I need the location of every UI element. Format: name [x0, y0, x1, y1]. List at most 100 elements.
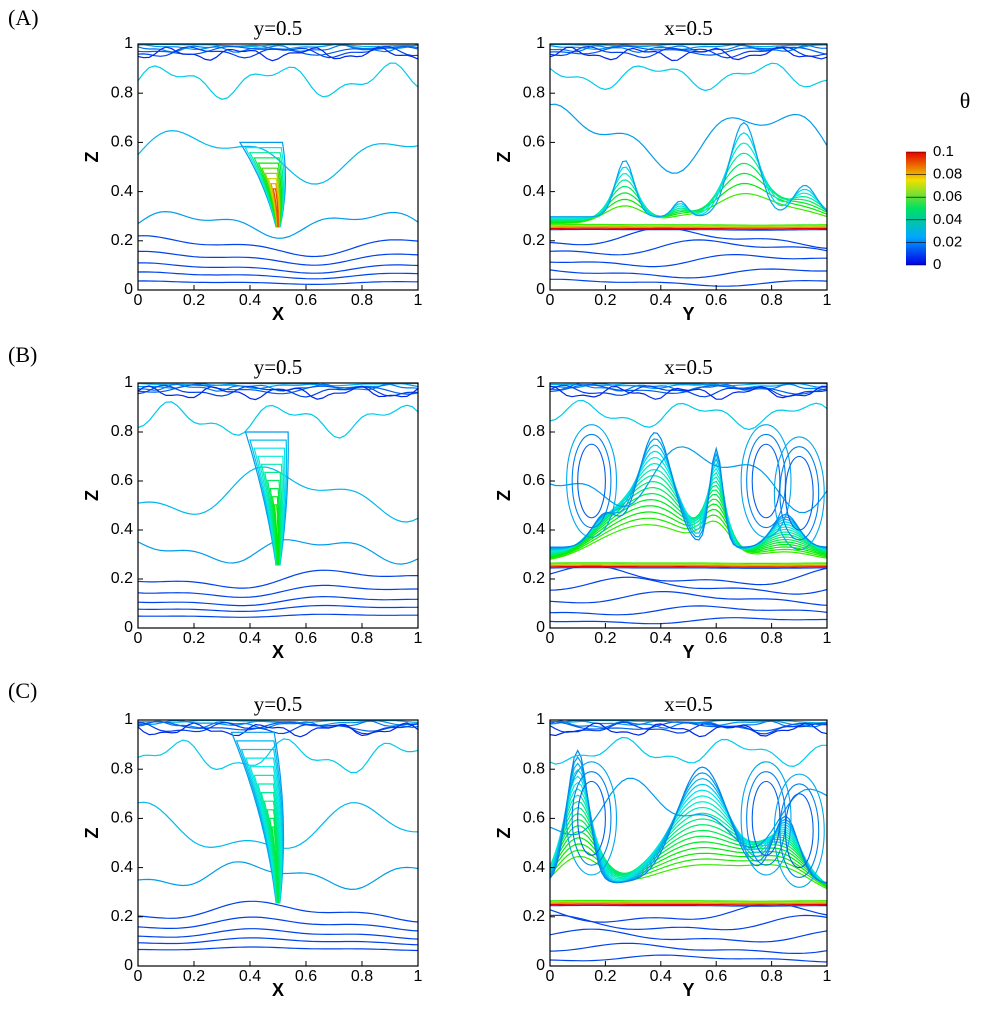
- contour-loop: [784, 793, 814, 869]
- colorbar-tick-label: 0.08: [933, 166, 962, 183]
- contour-line: [549, 762, 828, 885]
- y-tick-label: 0.2: [111, 570, 133, 587]
- y-tick-label: 0: [536, 281, 545, 298]
- contour-loop: [566, 761, 618, 876]
- contour-line: [137, 46, 419, 62]
- contour-line: [549, 565, 828, 568]
- x-tick-label: 0: [134, 292, 143, 309]
- chart-title: y=0.5: [254, 355, 303, 379]
- x-tick-label: 0.8: [760, 630, 782, 647]
- x-axis-label: X: [272, 304, 284, 324]
- contour-loop: [746, 771, 786, 866]
- contour-line: [550, 225, 827, 227]
- contour-line: [137, 262, 419, 274]
- contour-line: [550, 228, 827, 231]
- colorbar-tick-label: 0.04: [933, 211, 962, 228]
- colorbar-tick-label: 0.1: [933, 143, 954, 160]
- contour-line: [137, 385, 419, 401]
- contour-line: [549, 849, 828, 888]
- contour-line: [137, 271, 419, 280]
- contour-line: [253, 157, 283, 228]
- contour-line: [257, 455, 284, 566]
- contour-panel: [137, 719, 419, 952]
- x-tick-label: 0.8: [351, 292, 373, 309]
- contour-line: [137, 900, 419, 923]
- x-axis-label: Y: [682, 304, 694, 324]
- contour-line: [550, 564, 827, 567]
- y-tick-label: 1: [536, 374, 545, 391]
- contour-loop: [746, 433, 786, 529]
- x-tick-label: 0.6: [705, 630, 727, 647]
- plot-frame: [549, 43, 828, 291]
- contour-line: [137, 569, 418, 589]
- y-tick-label: 1: [536, 35, 545, 52]
- plot-frame: [549, 382, 828, 629]
- contour-line: [549, 721, 828, 735]
- contour-line: [549, 591, 828, 606]
- contour-line: [549, 903, 827, 906]
- contour-line: [271, 826, 279, 904]
- contour-line: [549, 942, 828, 954]
- contour-line: [549, 520, 828, 560]
- contour-line: [137, 738, 419, 774]
- y-tick-label: 0.6: [523, 134, 545, 151]
- x-tick-label: 0.6: [295, 630, 317, 647]
- x-tick-label: 0.6: [295, 968, 317, 985]
- x-tick-label: 0: [134, 630, 143, 647]
- contour-line: [549, 385, 828, 400]
- contour-line: [235, 740, 284, 904]
- colorbar-tick-label: 0.06: [933, 188, 962, 205]
- contour-line: [549, 768, 828, 885]
- x-tick-label: 1: [823, 292, 832, 309]
- y-tick-label: 0.6: [111, 810, 133, 827]
- y-tick-label: 1: [536, 711, 545, 728]
- contour-line: [550, 121, 828, 218]
- contour-line: [549, 45, 828, 56]
- contour-line: [549, 902, 827, 905]
- x-axis-label: X: [272, 642, 284, 662]
- contour-loop: [577, 443, 606, 519]
- x-tick-label: 0.8: [760, 968, 782, 985]
- x-axis-label: Y: [682, 642, 694, 662]
- y-tick-label: 0: [124, 281, 133, 298]
- contour-loop: [773, 436, 825, 551]
- y-tick-label: 0.2: [111, 908, 133, 925]
- y-axis-label: Z: [82, 152, 102, 163]
- x-tick-label: 0.4: [239, 292, 261, 309]
- y-axis-label: Z: [82, 490, 102, 501]
- y-axis-label: Z: [494, 490, 514, 501]
- contour-line: [549, 223, 827, 226]
- contour-panel: [137, 382, 419, 618]
- x-tick-label: 1: [414, 630, 423, 647]
- y-tick-label: 0.4: [523, 521, 545, 538]
- contour-loop: [571, 771, 612, 866]
- chart-title: y=0.5: [254, 16, 303, 40]
- contour-line: [549, 103, 828, 174]
- y-tick-label: 0.8: [523, 84, 545, 101]
- contour-line: [137, 466, 419, 523]
- contour-loop: [566, 424, 618, 538]
- y-tick-label: 0.2: [523, 570, 545, 587]
- y-tick-label: 0.8: [111, 84, 133, 101]
- contour-line: [549, 617, 827, 625]
- contour-line: [264, 471, 282, 566]
- contour-loop: [779, 446, 820, 541]
- contour-line: [261, 167, 281, 228]
- contour-line: [549, 226, 827, 229]
- contour-line: [137, 382, 418, 387]
- contour-line: [549, 563, 827, 566]
- y-tick-label: 0.8: [111, 760, 133, 777]
- contour-loop: [577, 780, 606, 856]
- contour-panel: [549, 719, 828, 963]
- y-tick-label: 1: [124, 374, 133, 391]
- chart-title: x=0.5: [664, 16, 713, 40]
- contour-panel: [137, 43, 419, 285]
- x-tick-label: 0.2: [183, 968, 205, 985]
- contour-line: [137, 250, 419, 266]
- x-tick-label: 0.8: [351, 630, 373, 647]
- contour-line: [264, 172, 281, 228]
- contour-line: [273, 504, 279, 566]
- y-tick-label: 0.4: [111, 521, 133, 538]
- y-tick-label: 0.4: [111, 183, 133, 200]
